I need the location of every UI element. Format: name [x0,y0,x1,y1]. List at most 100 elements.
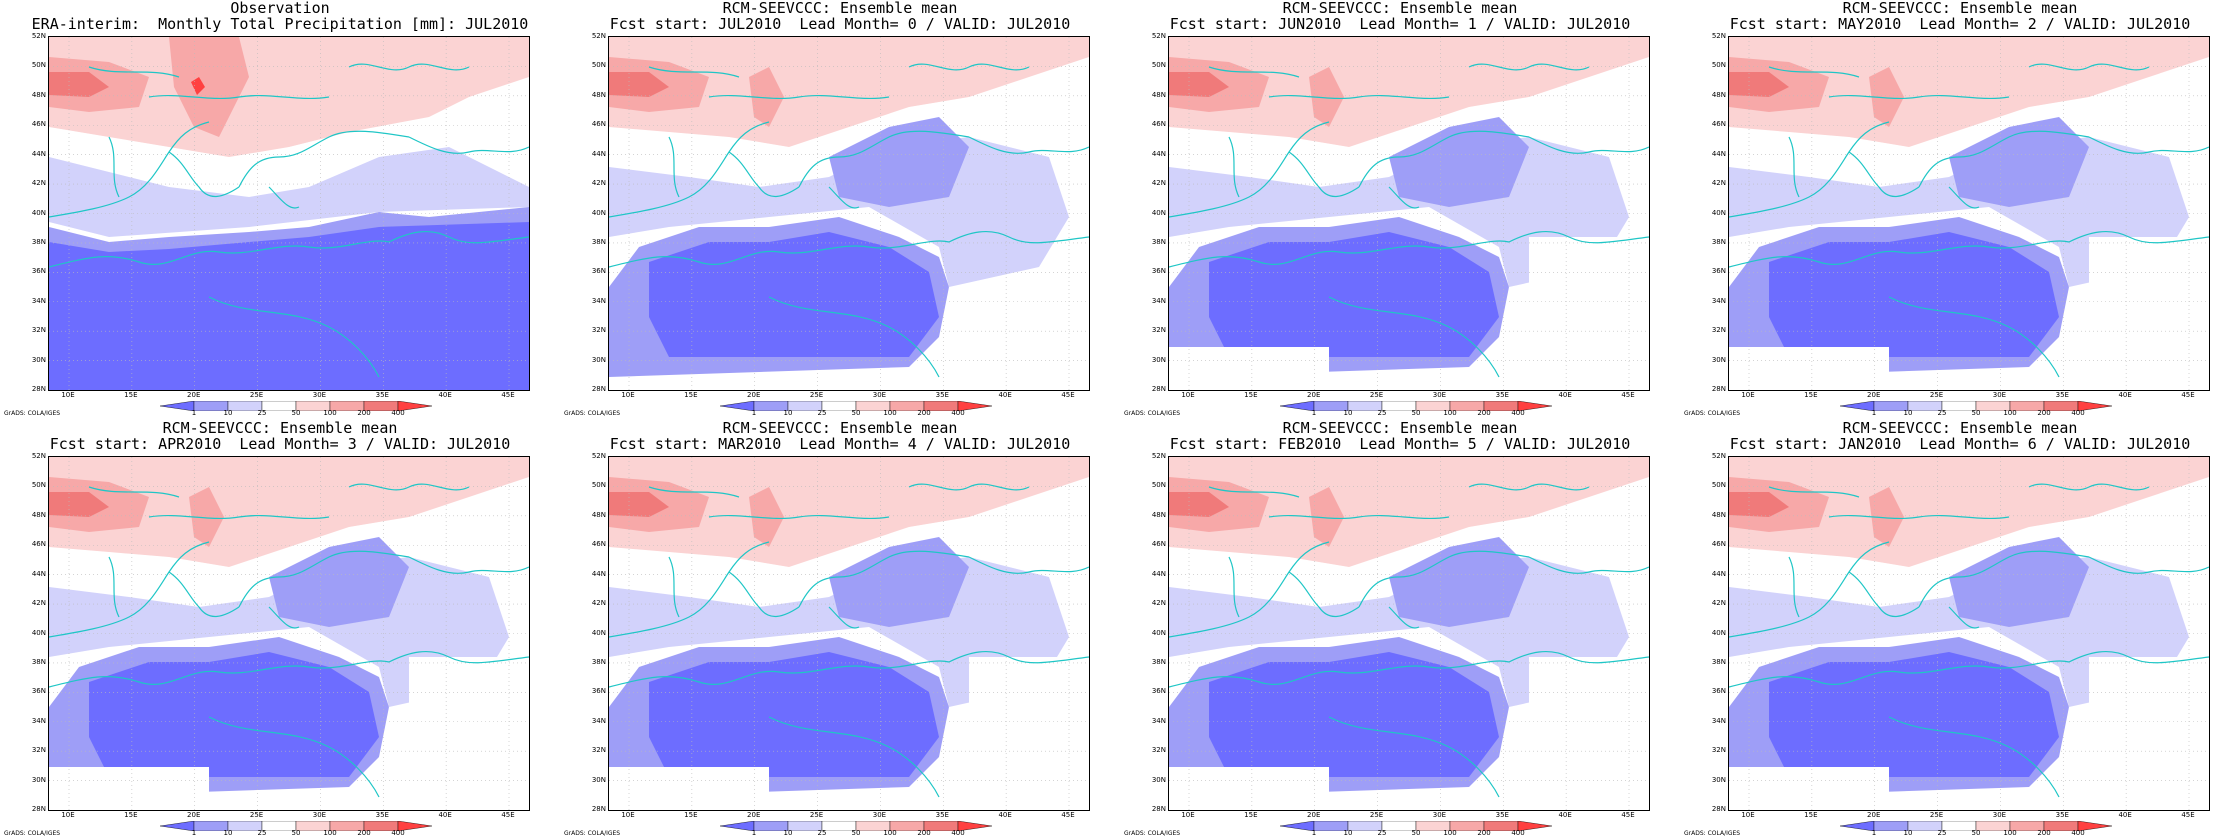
lat-tick-label: 34N [1711,716,1726,725]
lat-tick-label: 30N [31,355,46,364]
lon-tick-label: 45E [2181,391,2195,399]
no-data-mask [409,657,529,810]
colorbar-label: 50 [291,409,301,417]
colorbar-label: 200 [917,829,931,837]
colorbar-label: 50 [291,829,301,837]
lat-tick-label: 42N [1151,179,1166,188]
coastline [1169,240,1510,268]
lat-tick-label: 28N [31,805,46,813]
lon-tick-label: 30E [1432,391,1447,399]
colorbar-label: 400 [951,829,965,837]
lat-tick-label: 50N [591,61,606,70]
colorbar-label: 50 [1411,409,1421,417]
lat-tick-label: 36N [31,687,46,696]
colorbar-label: 200 [2037,409,2051,417]
lon-tick-label: 40E [1558,391,1572,399]
coastline [88,486,180,498]
precipitation-map [608,36,1090,391]
colorbar [719,816,993,832]
coastline [1948,606,1980,629]
lat-tick-label: 48N [31,510,46,519]
lon-tick-label: 35E [935,391,949,399]
lat-tick-label: 40N [1151,208,1166,217]
lon-tick-label: 40E [2118,391,2132,399]
lat-tick-label: 36N [591,267,606,276]
coastline [148,94,330,100]
lon-tick-label: 15E [1244,391,1258,399]
panel-subtitle: Fcst start: JAN2010 Lead Month= 6 / VALI… [1729,435,2191,453]
lat-tick-label: 46N [31,120,46,129]
lat-tick-label: 46N [1151,540,1166,549]
lat-tick-label: 34N [1151,716,1166,725]
panel-subtitle: Fcst start: JUL2010 Lead Month= 0 / VALI… [609,15,1071,33]
colorbar-label: 25 [1377,829,1387,837]
panel-subtitle: Fcst start: FEB2010 Lead Month= 5 / VALI… [1169,435,1631,453]
panel-title: RCM-SEEVCCC: Ensemble mean [722,419,958,437]
no-data-mask [2089,657,2209,810]
colorbar-swatch [1517,820,1553,832]
map-panel: RCM-SEEVCCC: Ensemble mean Fcst start: JA… [1680,420,2240,840]
lon-tick-label: 15E [1804,811,1818,819]
lon-tick-label: 40E [1558,811,1572,819]
precipitation-map [1168,456,1650,811]
lon-tick-label: 45E [1621,811,1635,819]
colorbar [159,816,433,832]
lon-tick-label: 45E [1061,811,1075,819]
colorbar-label: 10 [223,409,233,417]
precip-contour-red-dark [609,72,669,97]
lat-tick-label: 46N [1711,540,1726,549]
lat-tick-label: 34N [591,716,606,725]
coastline [1358,550,1530,608]
lon-tick-label: 15E [124,391,138,399]
lat-tick-label: 28N [1151,385,1166,393]
lon-tick-label: 45E [501,811,515,819]
lat-tick-label: 28N [1711,385,1726,393]
no-data-mask [969,657,1089,810]
coastline [1228,136,1240,198]
coastline [1528,136,1649,154]
lat-tick-label: 42N [1711,599,1726,608]
lon-tick-label: 15E [124,811,138,819]
no-data-mask [1729,767,1889,810]
lon-tick-label: 40E [438,811,452,819]
precip-contour-red-central [1309,67,1344,127]
coastline [1828,514,2010,520]
lat-tick-label: 32N [31,326,46,335]
panel-title: RCM-SEEVCCC: Ensemble mean [162,419,398,437]
panel-title: RCM-SEEVCCC: Ensemble mean [1282,419,1518,437]
lat-tick-label: 38N [1151,657,1166,666]
colorbar-label: 1 [1311,829,1317,837]
coastline [408,136,529,154]
lat-tick-label: 40N [1711,208,1726,217]
lat-tick-label: 38N [1711,657,1726,666]
precip-contour-red-light [49,457,529,567]
coastline [1918,550,2090,608]
no-data-mask [1529,657,1649,810]
precip-contour-red-dark [49,492,109,517]
map-panel: Observation ERA-interim: Monthly Total Pr… [0,0,560,420]
lon-tick-label: 25E [809,391,824,399]
precip-contour-blue-mid-east [829,537,969,627]
coastline [1288,571,1360,617]
lat-tick-label: 40N [591,628,606,637]
lat-tick-label: 30N [31,775,46,784]
lon-tick-label: 25E [809,811,824,819]
lat-tick-label: 30N [1151,775,1166,784]
lat-tick-label: 48N [1151,90,1166,99]
coastline [1358,130,1530,188]
lon-tick-label: 35E [935,811,949,819]
lon-tick-label: 25E [1929,811,1944,819]
no-data-mask [1169,347,1329,390]
coastline [148,514,330,520]
coastline [908,483,1030,491]
lat-tick-label: 32N [31,746,46,755]
lat-tick-label: 50N [31,481,46,490]
coastline [1508,651,1649,664]
coastline [1768,66,1860,78]
colorbar-label: 1 [1871,829,1877,837]
no-data-mask [609,767,769,810]
lon-tick-label: 30E [1992,391,2007,399]
coastline [768,296,940,378]
coastline [1729,240,2070,268]
colorbar-label: 25 [257,829,267,837]
